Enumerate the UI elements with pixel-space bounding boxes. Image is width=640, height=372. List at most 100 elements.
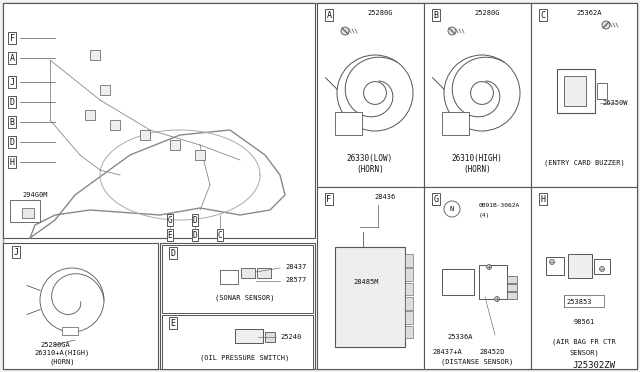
Text: 25336A: 25336A [447, 334, 472, 340]
Text: (HORN): (HORN) [356, 164, 384, 173]
Bar [531, 3, 637, 187]
Text: (4): (4) [479, 212, 490, 218]
Text: (SONAR SENSOR): (SONAR SENSOR) [215, 295, 275, 301]
Circle shape [486, 264, 492, 269]
Text: 98561: 98561 [573, 319, 595, 325]
Bar [220, 270, 238, 284]
Bar [424, 3, 531, 187]
Text: 25280G: 25280G [474, 10, 500, 16]
Text: (ENTRY CARD BUZZER): (ENTRY CARD BUZZER) [543, 160, 625, 166]
Bar [160, 243, 315, 369]
Text: J: J [13, 247, 19, 257]
Bar [424, 187, 531, 369]
Text: D: D [10, 97, 15, 106]
Circle shape [600, 266, 605, 272]
Text: A: A [10, 54, 15, 62]
Text: 294G0M: 294G0M [22, 192, 47, 198]
Bar [405, 254, 413, 267]
Text: 28452D: 28452D [479, 349, 504, 355]
Text: C: C [541, 10, 545, 19]
Bar [568, 254, 592, 278]
Bar [162, 245, 313, 313]
Bar [557, 69, 595, 113]
Bar [335, 247, 405, 347]
Circle shape [341, 27, 349, 35]
Bar [317, 187, 424, 369]
Circle shape [444, 201, 460, 217]
Text: D: D [170, 248, 175, 257]
Circle shape [448, 27, 456, 35]
Bar [22, 208, 34, 218]
Text: D: D [10, 138, 15, 147]
Bar [531, 187, 637, 369]
Text: G: G [433, 195, 438, 203]
Text: 25362A: 25362A [576, 10, 602, 16]
Circle shape [495, 296, 499, 301]
Text: (HORN): (HORN) [463, 164, 491, 173]
Bar [479, 265, 507, 299]
Text: 26330(LOW): 26330(LOW) [347, 154, 393, 163]
Bar [564, 76, 586, 106]
Bar [335, 112, 362, 135]
Bar [507, 276, 517, 283]
Text: F: F [10, 33, 15, 42]
Text: E: E [170, 318, 175, 327]
Text: 26350W: 26350W [602, 100, 627, 106]
Bar [597, 83, 607, 99]
Bar [63, 327, 79, 335]
Bar [257, 268, 271, 278]
Bar [546, 257, 564, 275]
Text: C: C [218, 231, 222, 240]
Text: D: D [193, 231, 197, 240]
Bar [507, 284, 517, 291]
Text: (OIL PRESSURE SWITCH): (OIL PRESSURE SWITCH) [200, 355, 290, 361]
Text: 253853: 253853 [566, 299, 592, 305]
Text: 25280G: 25280G [367, 10, 393, 16]
Circle shape [602, 21, 610, 29]
Text: 26310+A(HIGH): 26310+A(HIGH) [35, 350, 90, 356]
Bar [100, 85, 110, 95]
Text: 28485M: 28485M [354, 279, 380, 285]
Text: 25240: 25240 [280, 334, 301, 340]
Text: 25280GA: 25280GA [40, 342, 70, 348]
Bar [507, 292, 517, 299]
Text: H: H [541, 195, 545, 203]
Bar [564, 295, 604, 307]
Bar [405, 297, 413, 310]
Text: 253853: 253853 [566, 299, 592, 305]
Text: N: N [450, 206, 454, 212]
Bar [170, 140, 180, 150]
Text: E: E [168, 231, 172, 240]
Text: 28437: 28437 [285, 264, 307, 270]
Text: SENSOR): SENSOR) [569, 350, 599, 356]
Text: 0B91B-3062A: 0B91B-3062A [479, 202, 520, 208]
Bar [162, 315, 313, 369]
Bar [195, 150, 205, 160]
Text: (HORN): (HORN) [49, 359, 75, 365]
Text: B: B [433, 10, 438, 19]
Text: 28436: 28436 [374, 194, 396, 200]
Text: 26310(HIGH): 26310(HIGH) [452, 154, 502, 163]
Bar [317, 3, 424, 187]
Bar [405, 283, 413, 295]
Bar [442, 112, 468, 135]
Text: B: B [10, 118, 15, 126]
Bar [405, 269, 413, 281]
Bar [10, 200, 40, 222]
Bar [241, 268, 255, 278]
Bar [110, 120, 120, 130]
Circle shape [550, 260, 554, 264]
Text: A: A [326, 10, 332, 19]
Bar [235, 329, 263, 343]
Text: G: G [168, 215, 172, 224]
Text: H: H [10, 157, 15, 167]
Bar [405, 311, 413, 324]
Bar [594, 259, 610, 274]
Text: (DISTANSE SENSOR): (DISTANSE SENSOR) [441, 359, 513, 365]
Text: J: J [10, 77, 15, 87]
Text: D: D [193, 215, 197, 224]
Text: 28577: 28577 [285, 277, 307, 283]
Bar [140, 130, 150, 140]
Text: 28437+A: 28437+A [432, 349, 461, 355]
Bar [405, 326, 413, 338]
